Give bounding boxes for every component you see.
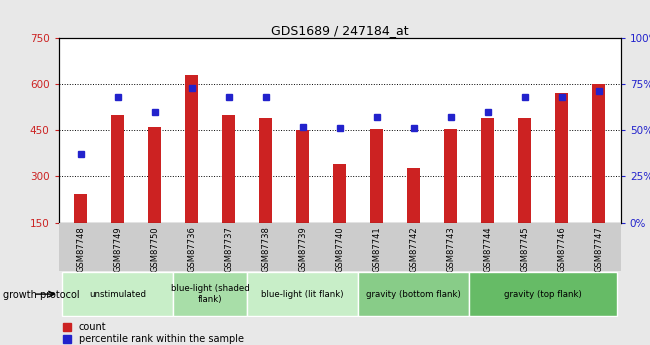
Text: GSM87736: GSM87736 <box>187 226 196 272</box>
Text: GSM87741: GSM87741 <box>372 226 381 272</box>
Text: GSM87746: GSM87746 <box>557 226 566 272</box>
Text: GSM87748: GSM87748 <box>76 226 85 272</box>
Bar <box>185 75 198 223</box>
Bar <box>555 93 568 223</box>
Bar <box>148 127 161 223</box>
Bar <box>358 272 469 316</box>
Bar <box>62 272 173 316</box>
Bar <box>333 164 346 223</box>
Text: GSM87742: GSM87742 <box>409 226 418 272</box>
Bar <box>407 168 420 223</box>
Bar <box>111 115 124 223</box>
Bar <box>173 272 247 316</box>
Title: GDS1689 / 247184_at: GDS1689 / 247184_at <box>271 24 408 37</box>
Bar <box>592 84 605 223</box>
Bar <box>247 272 358 316</box>
Text: GSM87743: GSM87743 <box>446 226 455 272</box>
Bar <box>74 194 87 223</box>
Text: GSM87744: GSM87744 <box>483 226 492 272</box>
Text: GSM87750: GSM87750 <box>150 226 159 272</box>
Bar <box>296 130 309 223</box>
Bar <box>481 118 494 223</box>
Bar <box>444 129 457 223</box>
Bar <box>370 129 383 223</box>
Bar <box>469 272 617 316</box>
Bar <box>259 118 272 223</box>
Text: unstimulated: unstimulated <box>89 289 146 299</box>
Text: blue-light (lit flank): blue-light (lit flank) <box>261 289 344 299</box>
Text: GSM87747: GSM87747 <box>594 226 603 272</box>
Bar <box>222 115 235 223</box>
Text: gravity (bottom flank): gravity (bottom flank) <box>366 289 461 299</box>
Text: GSM87738: GSM87738 <box>261 226 270 272</box>
Text: gravity (top flank): gravity (top flank) <box>504 289 582 299</box>
Text: growth protocol: growth protocol <box>3 290 80 300</box>
Text: GSM87745: GSM87745 <box>520 226 529 272</box>
Text: GSM87740: GSM87740 <box>335 226 344 272</box>
Text: GSM87749: GSM87749 <box>113 226 122 272</box>
Text: blue-light (shaded
flank): blue-light (shaded flank) <box>171 284 250 304</box>
Bar <box>518 118 531 223</box>
Text: GSM87737: GSM87737 <box>224 226 233 272</box>
Legend: count, percentile rank within the sample: count, percentile rank within the sample <box>63 322 244 344</box>
Text: GSM87739: GSM87739 <box>298 226 307 272</box>
